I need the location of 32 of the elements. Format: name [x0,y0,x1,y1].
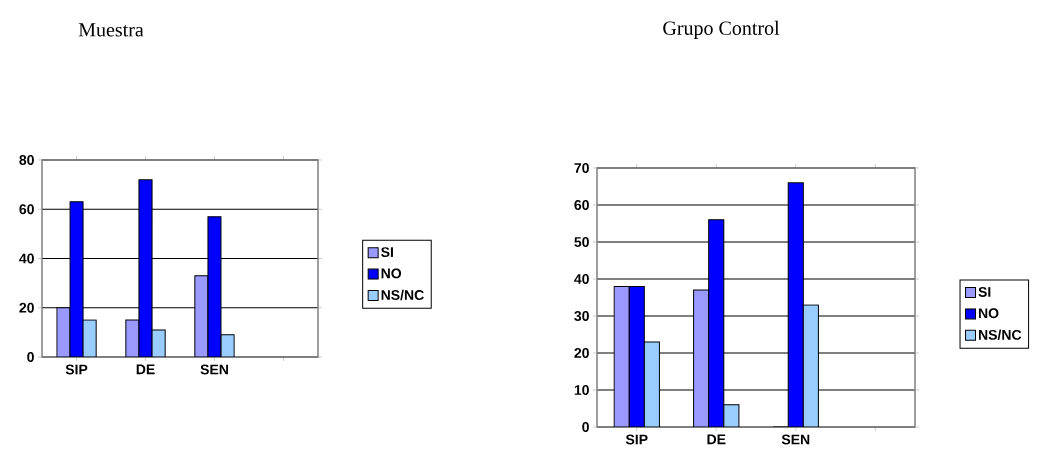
x-tick-label: SIP [65,364,88,375]
y-tick-label: 40 [574,274,589,284]
chart-title: Muestra [78,23,144,37]
y-tick-label: 20 [19,302,34,313]
x-tick-label: DE [136,364,155,375]
x-tick-label: SEN [200,364,228,375]
y-tick-label: 70 [574,163,589,173]
x-tick-label: DE [707,434,726,445]
y-tick-label: 0 [27,352,34,362]
chart-title: Grupo Control [663,20,780,39]
legend-label: NS/NC [978,329,1022,340]
legend-label: SI [978,286,991,297]
y-tick-label: 30 [574,311,589,321]
bar [787,182,804,427]
y-tick-label: 40 [19,253,34,264]
legend-label: NO [978,308,999,319]
bar [628,285,645,427]
y-tick-label: 60 [574,200,589,210]
y-tick-label: 80 [19,155,34,165]
y-tick-label: 60 [19,204,34,215]
x-tick-label: SEN [781,434,810,445]
y-tick-label: 50 [574,237,589,247]
bar [708,219,725,427]
legend-label: NO [381,268,402,279]
bar [693,289,710,427]
y-tick-label: 10 [574,385,589,395]
legend-label: SI [381,247,393,258]
bar [613,285,630,427]
x-tick-label: SIP [625,434,648,445]
legend-label: NS/NC [381,289,424,301]
y-tick-label: 20 [574,348,589,358]
y-tick-label: 0 [582,422,589,432]
